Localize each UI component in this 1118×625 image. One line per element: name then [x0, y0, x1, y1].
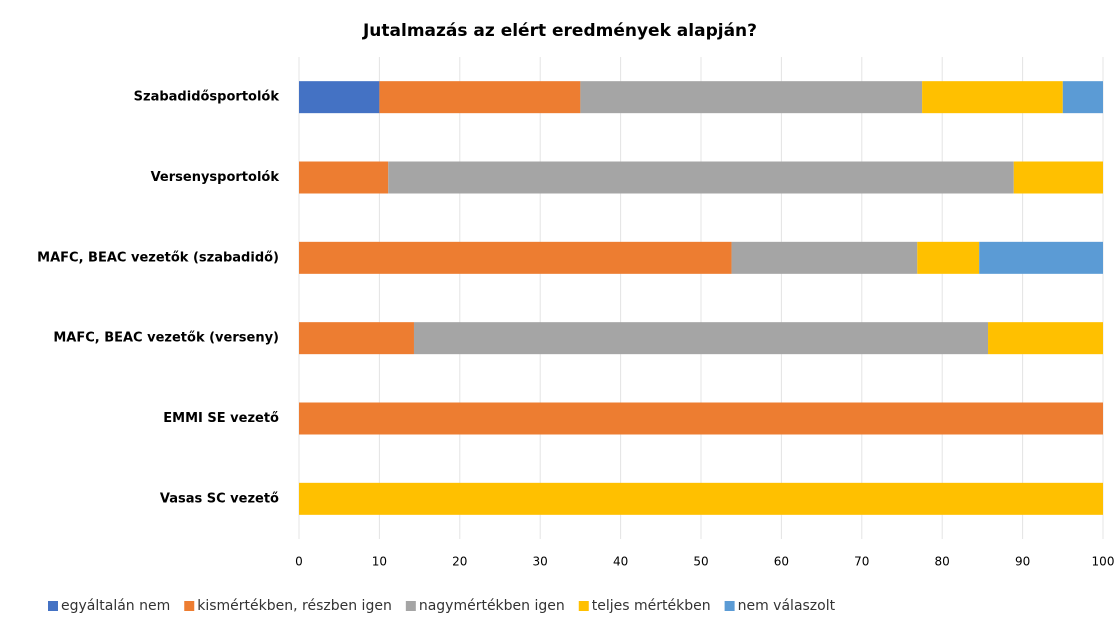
bar-segment	[299, 241, 732, 274]
legend-label: teljes mértékben	[592, 598, 711, 614]
bar-segment	[299, 402, 1103, 435]
x-tick-label: 60	[774, 555, 789, 569]
bar-segment	[413, 322, 989, 355]
bar-segment	[580, 81, 923, 114]
bar-segment	[299, 482, 1103, 515]
legend-swatch	[48, 601, 58, 611]
x-tick-label: 90	[1015, 555, 1030, 569]
x-tick-label: 20	[452, 555, 467, 569]
x-tick-label: 80	[935, 555, 950, 569]
bar-segment	[388, 161, 1014, 194]
y-tick-label: Szabadidősportolók	[134, 90, 280, 105]
legend-label: kismértékben, részben igen	[197, 598, 392, 614]
legend-swatch	[405, 601, 416, 611]
x-tick-label: 100	[1092, 555, 1115, 569]
x-tick-label: 30	[533, 555, 548, 569]
bar-segment	[1013, 161, 1103, 194]
bar-segment	[299, 161, 389, 194]
y-tick-label: Versenysportolók	[151, 170, 280, 185]
y-tick-label: EMMI SE vezető	[163, 411, 279, 426]
chart-title: Jutalmazás az elért eredmények alapján?	[362, 21, 757, 41]
x-tick-label: 40	[613, 555, 628, 569]
y-tick-label: Vasas SC vezető	[160, 491, 279, 506]
legend-swatch	[578, 601, 589, 611]
bar-segment	[922, 81, 1063, 114]
legend-swatch	[724, 601, 735, 611]
bar-segment	[988, 322, 1103, 355]
x-tick-label: 70	[854, 555, 869, 569]
bar-segment	[979, 241, 1103, 274]
legend-label: nem válaszolt	[738, 598, 836, 614]
legend-label: egyáltalán nem	[61, 598, 170, 614]
bar-segment	[917, 241, 980, 274]
y-tick-label: MAFC, BEAC vezetők (szabadidő)	[37, 250, 279, 265]
bar-segment	[1062, 81, 1103, 114]
x-tick-label: 0	[295, 555, 303, 569]
bar-segment	[379, 81, 581, 114]
bar-segment	[299, 322, 414, 355]
legend-label: nagymértékben igen	[419, 598, 565, 614]
legend-swatch	[184, 601, 195, 611]
bar-segment	[299, 81, 380, 114]
y-tick-label: MAFC, BEAC vezetők (verseny)	[53, 331, 279, 346]
x-tick-label: 50	[693, 555, 708, 569]
bar-segment	[731, 241, 918, 274]
x-tick-label: 10	[372, 555, 387, 569]
